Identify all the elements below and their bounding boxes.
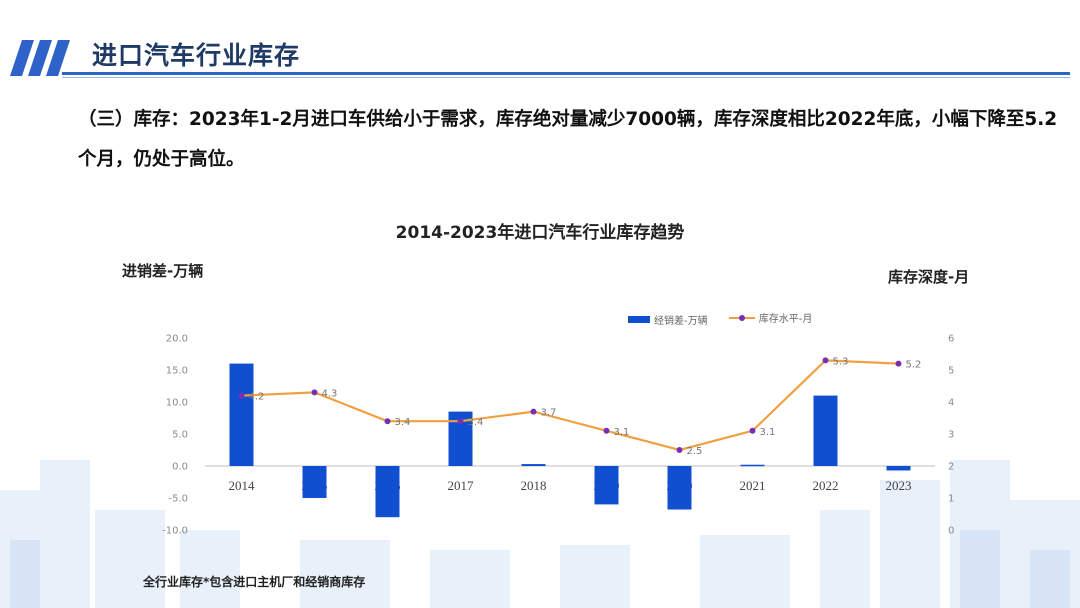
legend-bar-swatch [628,315,650,323]
right-axis-tick-label: 0 [948,526,954,537]
line-point-2022 [822,357,829,364]
right-axis-tick-label: 1 [948,494,954,505]
x-axis-tick-label: 2023 [886,478,912,493]
left-axis-tick-label: 0.0 [172,462,188,473]
data-label-2023: 5.2 [906,360,922,371]
line-point-2020 [676,447,683,453]
data-label-2014: 4.2 [249,392,265,403]
left-axis-tick-label: 15.0 [166,366,188,377]
left-axis-title: 进销差-万辆 [122,262,204,280]
x-axis-tick-label: 2022 [813,478,839,493]
data-label-2018: 3.7 [541,408,557,419]
legend-line-swatch [728,313,755,323]
line-point-2023 [895,360,902,367]
footnote: 全行业库存*包含进口主机厂和经销商库存 [143,575,366,589]
bar-2014 [229,363,254,466]
legend-item-bar: 经销差-万辆 [628,312,708,327]
line-point-2019 [603,427,610,434]
chart-legend: 经销差-万辆 库存水平-月 [628,310,830,327]
chart-title: 2014-2023年进口汽车行业库存趋势 [395,223,685,243]
data-label-2016: 3.4 [395,417,411,428]
line-point-2017 [457,418,464,425]
line-point-2018 [530,408,537,415]
right-axis-title: 库存深度-月 [888,268,970,286]
right-axis-tick-label: 6 [948,334,954,345]
line-point-2014 [238,392,245,399]
legend-bar-label: 经销差-万辆 [654,315,708,327]
bar-2019 [594,466,619,505]
x-axis-tick-label: 2014 [229,478,256,493]
x-axis-tick-label: 2017 [448,478,475,493]
x-axis-tick-label: 2021 [740,478,766,493]
right-axis-tick-label: 2 [948,462,954,473]
inventory-line [241,359,899,452]
description-text: （三）库存：2023年1-2月进口车供给小于需求，库存绝对量减少7000辆，库存… [78,109,1058,170]
data-label-2020: 2.5 [687,446,703,457]
bar-2020 [667,466,692,510]
right-axis-tick-label: 4 [948,398,954,409]
data-label-2022: 5.3 [833,356,849,367]
data-label-2015: 4.3 [322,388,338,399]
page-title: 进口汽车行业库存 [92,41,301,70]
header-divider [62,72,1070,75]
left-axis-tick-label: 10.0 [166,398,188,409]
bar-2022 [813,395,838,466]
bar-2021 [740,464,765,467]
bar-2018 [521,464,546,466]
data-label-2021: 3.1 [760,427,776,438]
left-axis-tick-label: -5.0 [168,494,188,505]
line-point-2015 [311,389,318,396]
x-axis-tick-label: 2018 [521,478,547,493]
header: 进口汽车行业库存 [0,0,1080,80]
bar-2015 [302,466,327,498]
stripes-logo-icon [10,40,70,76]
line-point-2016 [384,418,391,425]
line-point-2021 [749,427,756,434]
left-axis-tick-label: -10.0 [162,526,188,537]
right-axis-tick-label: 5 [948,366,954,377]
bar-2023 [886,466,911,471]
data-label-2017: 3.4 [468,417,484,428]
right-axis-tick-label: 3 [948,430,954,441]
header-divider-thin [62,77,1070,78]
city-skyline-background [0,460,1080,608]
left-axis-tick-label: 20.0 [166,334,188,345]
legend-item-line: 库存水平-月 [728,310,813,325]
data-label-2019: 3.1 [614,427,630,438]
legend-line-label: 库存水平-月 [758,314,813,325]
bar-2016 [375,466,400,518]
left-axis-tick-label: 5.0 [172,430,188,441]
